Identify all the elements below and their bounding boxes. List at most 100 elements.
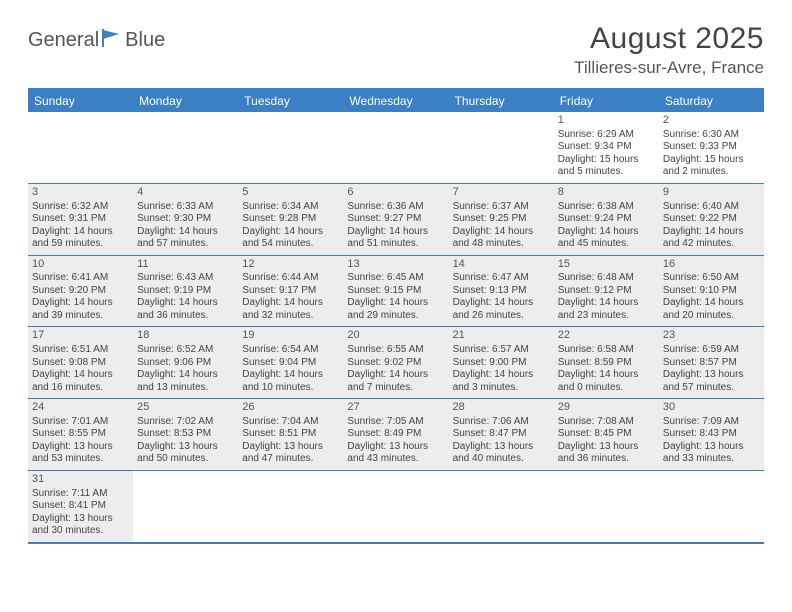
calendar-cell: 7Sunrise: 6:37 AMSunset: 9:25 PMDaylight…: [449, 184, 554, 255]
daylight-text: Daylight: 15 hours: [663, 154, 760, 167]
sunset-text: Sunset: 9:24 PM: [558, 213, 655, 226]
sunrise-text: Sunrise: 6:40 AM: [663, 201, 760, 214]
daylight-text: and 51 minutes.: [347, 238, 444, 251]
daylight-text: and 3 minutes.: [453, 382, 550, 395]
calendar-cell: 31Sunrise: 7:11 AMSunset: 8:41 PMDayligh…: [28, 471, 133, 542]
daylight-text: Daylight: 13 hours: [453, 441, 550, 454]
daylight-text: Daylight: 14 hours: [137, 369, 234, 382]
daylight-text: Daylight: 14 hours: [242, 226, 339, 239]
daylight-text: and 2 minutes.: [663, 166, 760, 179]
day-number: 24: [32, 401, 129, 415]
sunset-text: Sunset: 9:22 PM: [663, 213, 760, 226]
daylight-text: Daylight: 13 hours: [242, 441, 339, 454]
sunrise-text: Sunrise: 7:04 AM: [242, 416, 339, 429]
calendar-cell: [554, 471, 659, 542]
day-number: 13: [347, 258, 444, 272]
calendar-cell: 9Sunrise: 6:40 AMSunset: 9:22 PMDaylight…: [659, 184, 764, 255]
daylight-text: and 29 minutes.: [347, 310, 444, 323]
day-number: 8: [558, 186, 655, 200]
day-number: 10: [32, 258, 129, 272]
calendar-cell: 17Sunrise: 6:51 AMSunset: 9:08 PMDayligh…: [28, 327, 133, 398]
daylight-text: Daylight: 14 hours: [663, 226, 760, 239]
sunset-text: Sunset: 8:45 PM: [558, 428, 655, 441]
sunrise-text: Sunrise: 6:41 AM: [32, 272, 129, 285]
day-number: 17: [32, 329, 129, 343]
calendar-cell: 1Sunrise: 6:29 AMSunset: 9:34 PMDaylight…: [554, 112, 659, 183]
day-number: 16: [663, 258, 760, 272]
daylight-text: and 57 minutes.: [663, 382, 760, 395]
sunset-text: Sunset: 8:57 PM: [663, 357, 760, 370]
day-number: 30: [663, 401, 760, 415]
sunset-text: Sunset: 8:49 PM: [347, 428, 444, 441]
day-number: 31: [32, 473, 129, 487]
sunrise-text: Sunrise: 7:09 AM: [663, 416, 760, 429]
day-number: 2: [663, 114, 760, 128]
dow-header: Saturday: [659, 90, 764, 112]
dow-header: Monday: [133, 90, 238, 112]
calendar-cell: 25Sunrise: 7:02 AMSunset: 8:53 PMDayligh…: [133, 399, 238, 470]
calendar-cell: 29Sunrise: 7:08 AMSunset: 8:45 PMDayligh…: [554, 399, 659, 470]
calendar-page: General Blue August 2025 Tillieres-sur-A…: [0, 0, 792, 566]
day-number: 25: [137, 401, 234, 415]
day-number: 20: [347, 329, 444, 343]
daylight-text: and 10 minutes.: [242, 382, 339, 395]
daylight-text: Daylight: 13 hours: [32, 513, 129, 526]
daylight-text: Daylight: 14 hours: [453, 369, 550, 382]
daylight-text: and 39 minutes.: [32, 310, 129, 323]
day-number: 4: [137, 186, 234, 200]
daylight-text: and 13 minutes.: [137, 382, 234, 395]
sunrise-text: Sunrise: 6:29 AM: [558, 129, 655, 142]
calendar-cell: 20Sunrise: 6:55 AMSunset: 9:02 PMDayligh…: [343, 327, 448, 398]
sunset-text: Sunset: 9:31 PM: [32, 213, 129, 226]
daylight-text: and 30 minutes.: [32, 525, 129, 538]
sunrise-text: Sunrise: 6:58 AM: [558, 344, 655, 357]
dow-header-row: SundayMondayTuesdayWednesdayThursdayFrid…: [28, 90, 764, 112]
calendar-cell: [343, 471, 448, 542]
sunset-text: Sunset: 9:27 PM: [347, 213, 444, 226]
sunset-text: Sunset: 8:53 PM: [137, 428, 234, 441]
calendar-grid: SundayMondayTuesdayWednesdayThursdayFrid…: [28, 88, 764, 544]
sunset-text: Sunset: 9:19 PM: [137, 285, 234, 298]
daylight-text: and 23 minutes.: [558, 310, 655, 323]
daylight-text: and 47 minutes.: [242, 453, 339, 466]
sunrise-text: Sunrise: 6:52 AM: [137, 344, 234, 357]
sunrise-text: Sunrise: 6:47 AM: [453, 272, 550, 285]
sunset-text: Sunset: 8:51 PM: [242, 428, 339, 441]
sunrise-text: Sunrise: 6:37 AM: [453, 201, 550, 214]
calendar-cell: [28, 112, 133, 183]
sunrise-text: Sunrise: 6:48 AM: [558, 272, 655, 285]
logo-text-2: Blue: [125, 29, 165, 52]
sunrise-text: Sunrise: 7:08 AM: [558, 416, 655, 429]
sunset-text: Sunset: 9:33 PM: [663, 141, 760, 154]
calendar-cell: 4Sunrise: 6:33 AMSunset: 9:30 PMDaylight…: [133, 184, 238, 255]
daylight-text: and 0 minutes.: [558, 382, 655, 395]
sunrise-text: Sunrise: 7:05 AM: [347, 416, 444, 429]
calendar-cell: [133, 112, 238, 183]
calendar-week: 17Sunrise: 6:51 AMSunset: 9:08 PMDayligh…: [28, 326, 764, 398]
daylight-text: and 36 minutes.: [558, 453, 655, 466]
daylight-text: Daylight: 13 hours: [663, 441, 760, 454]
sunset-text: Sunset: 9:25 PM: [453, 213, 550, 226]
sunset-text: Sunset: 9:08 PM: [32, 357, 129, 370]
daylight-text: Daylight: 14 hours: [558, 297, 655, 310]
day-number: 6: [347, 186, 444, 200]
calendar-cell: 30Sunrise: 7:09 AMSunset: 8:43 PMDayligh…: [659, 399, 764, 470]
calendar-cell: 13Sunrise: 6:45 AMSunset: 9:15 PMDayligh…: [343, 256, 448, 327]
sunset-text: Sunset: 8:47 PM: [453, 428, 550, 441]
calendar-cell: 12Sunrise: 6:44 AMSunset: 9:17 PMDayligh…: [238, 256, 343, 327]
sunset-text: Sunset: 8:59 PM: [558, 357, 655, 370]
daylight-text: Daylight: 14 hours: [453, 297, 550, 310]
daylight-text: and 36 minutes.: [137, 310, 234, 323]
calendar-week: 10Sunrise: 6:41 AMSunset: 9:20 PMDayligh…: [28, 255, 764, 327]
day-number: 27: [347, 401, 444, 415]
daylight-text: and 5 minutes.: [558, 166, 655, 179]
calendar-cell: 24Sunrise: 7:01 AMSunset: 8:55 PMDayligh…: [28, 399, 133, 470]
calendar-cell: 18Sunrise: 6:52 AMSunset: 9:06 PMDayligh…: [133, 327, 238, 398]
day-number: 9: [663, 186, 760, 200]
calendar-cell: 2Sunrise: 6:30 AMSunset: 9:33 PMDaylight…: [659, 112, 764, 183]
daylight-text: Daylight: 14 hours: [663, 297, 760, 310]
daylight-text: Daylight: 14 hours: [32, 226, 129, 239]
sunset-text: Sunset: 9:04 PM: [242, 357, 339, 370]
daylight-text: and 54 minutes.: [242, 238, 339, 251]
sunset-text: Sunset: 9:10 PM: [663, 285, 760, 298]
